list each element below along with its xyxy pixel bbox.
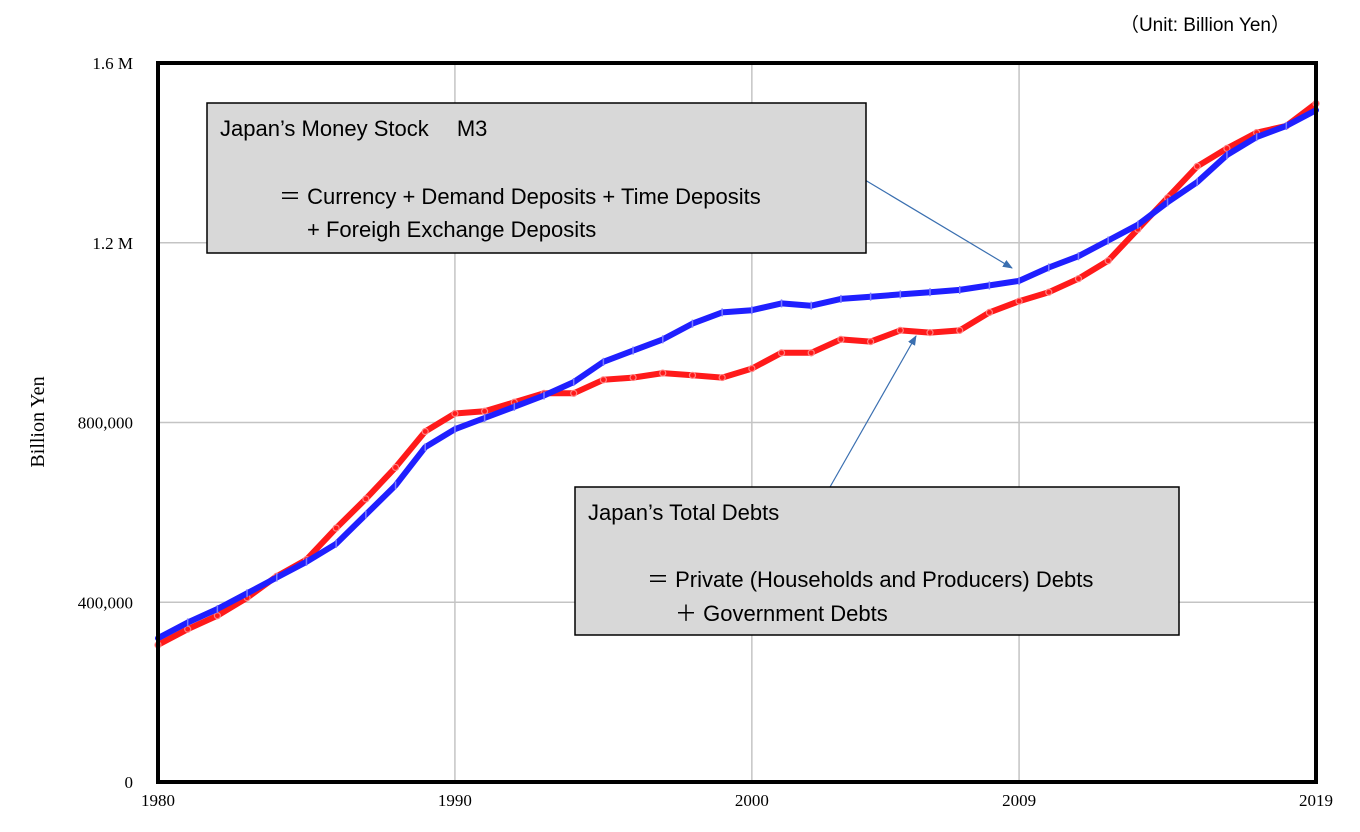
debts-arrow [829, 335, 917, 488]
series-line [155, 107, 1319, 642]
series-point [837, 335, 845, 343]
series-0 [155, 106, 1319, 643]
series-point [867, 338, 875, 346]
series-point [807, 349, 815, 357]
series-point [1074, 275, 1083, 283]
series-point [332, 524, 340, 532]
m3-annotation-line1: ＝ Currency + Demand Deposits + Time Depo… [279, 184, 761, 209]
y-tick-label: 400,000 [78, 593, 133, 612]
x-tick-labels: 1980 1990 2000 2009 2019 [141, 791, 1333, 810]
m3-annotation-title: Japan’s Money Stock M3 [220, 116, 487, 141]
series-point [570, 389, 578, 397]
series-point [956, 326, 964, 334]
series-point [421, 427, 429, 436]
y-tick-label: 0 [125, 773, 134, 792]
x-tick-label: 2019 [1299, 791, 1333, 810]
debts-annotation-line2: ＋ Government Debts [675, 601, 888, 626]
series-point [391, 463, 400, 472]
series-point [688, 371, 697, 379]
m3-arrow [864, 179, 1013, 269]
series-point [777, 349, 786, 357]
debts-annotation-title: Japan’s Total Debts [588, 500, 779, 525]
series-point [362, 495, 370, 503]
y-tick-label: 800,000 [78, 414, 133, 433]
x-tick-label: 1980 [141, 791, 175, 810]
series-point [1193, 162, 1201, 170]
x-tick-label: 2000 [735, 791, 769, 810]
debts-annotation-line1: ＝ Private (Households and Producers) Deb… [647, 567, 1093, 592]
m3-annotation-line2: + Foreigh Exchange Deposits [307, 217, 596, 242]
series-point [659, 369, 667, 377]
series-point [718, 373, 726, 382]
series-point [1104, 257, 1112, 265]
y-axis-label: Billion Yen [27, 376, 49, 467]
series-point [599, 376, 607, 384]
series-point [1015, 297, 1023, 305]
debts-annotation-box [574, 486, 1180, 636]
m3-annotation-box [206, 102, 867, 254]
plot-frame [156, 61, 1318, 784]
series-point [926, 329, 934, 337]
series-point [629, 373, 637, 382]
x-tick-label: 2009 [1002, 791, 1036, 810]
series-line [155, 100, 1319, 648]
series-point [451, 409, 459, 418]
y-tick-label: 1.6 M [92, 54, 133, 73]
series-point [1045, 288, 1053, 296]
y-tick-label: 1.2 M [92, 234, 133, 253]
x-tick-label: 1990 [438, 791, 472, 810]
series-point [896, 326, 904, 334]
series-point [985, 308, 993, 317]
unit-label: （Unit: Billion Yen） [1120, 14, 1290, 36]
series-layer [154, 99, 1320, 649]
y-tick-labels: 0 400,000 800,000 1.2 M 1.6 M [78, 54, 133, 792]
series-point [748, 364, 756, 373]
